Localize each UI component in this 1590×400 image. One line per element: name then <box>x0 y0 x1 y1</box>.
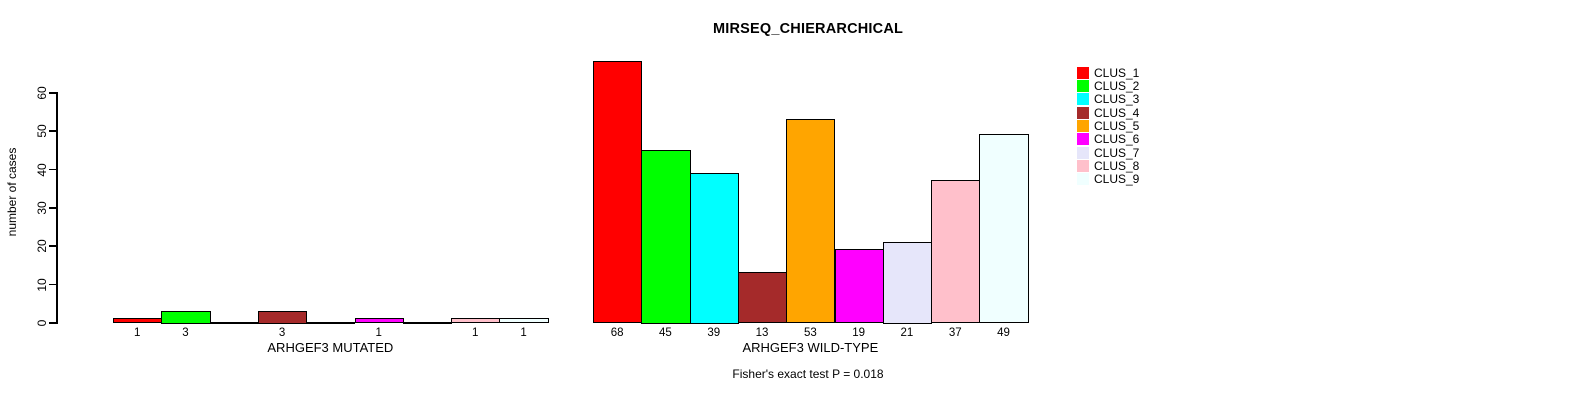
y-axis-tick-label: 50 <box>35 124 49 139</box>
legend-label: CLUS_2 <box>1094 78 1140 93</box>
legend-item-clus-2: CLUS_2 <box>1077 79 1139 92</box>
legend-label: CLUS_4 <box>1094 105 1140 120</box>
y-axis-tick-label: 0 <box>35 319 49 327</box>
bar-value-label: 68 <box>610 327 624 339</box>
y-axis-line <box>56 92 58 324</box>
legend-item-clus-3: CLUS_3 <box>1077 93 1139 106</box>
legend-label: CLUS_9 <box>1094 172 1140 187</box>
bar-value-label: 45 <box>659 327 672 339</box>
legend-label: CLUS_1 <box>1094 65 1140 80</box>
y-axis-tick-label: 10 <box>35 277 49 292</box>
bar-value-label: 19 <box>852 327 866 339</box>
y-axis-tick <box>49 168 56 171</box>
bar-arhgef3-wild-type-clus-8 <box>931 180 981 324</box>
legend-swatch-clus-2 <box>1077 79 1089 92</box>
bar-value-label: 1 <box>472 327 479 339</box>
legend-swatch-clus-5 <box>1077 119 1089 132</box>
bar-value-label: 3 <box>182 327 189 339</box>
bar-arhgef3-mutated-clus-1 <box>113 318 163 324</box>
bar-arhgef3-mutated-clus-9 <box>499 318 549 324</box>
bar-arhgef3-mutated-clus-6 <box>354 318 404 324</box>
legend-item-clus-5: CLUS_5 <box>1077 119 1139 132</box>
legend-swatch-clus-7 <box>1077 146 1089 159</box>
legend-swatch-clus-6 <box>1077 133 1089 146</box>
bar-value-label: 39 <box>707 327 721 339</box>
bar-arhgef3-wild-type-clus-9 <box>979 134 1029 324</box>
legend-item-clus-6: CLUS_6 <box>1077 133 1139 146</box>
bar-value-label: 3 <box>278 327 286 339</box>
bar-value-label: 37 <box>948 327 962 339</box>
bar-value-label: 21 <box>900 327 914 339</box>
y-axis-tick-label: 30 <box>35 201 49 215</box>
bar-value-label: 13 <box>755 327 769 339</box>
chart-title: MIRSEQ_CHIERARCHICAL <box>712 21 904 37</box>
x-group-label-arhgef3-wild-type: ARHGEF3 WILD-TYPE <box>742 340 879 355</box>
y-axis-tick <box>49 207 56 209</box>
bar-arhgef3-wild-type-clus-5 <box>786 118 836 324</box>
legend-item-clus-1: CLUS_1 <box>1077 66 1139 79</box>
y-axis-tick <box>49 245 56 247</box>
legend-label: CLUS_8 <box>1094 158 1140 173</box>
bar-value-label: 53 <box>803 327 817 339</box>
bar-zero-arhgef3-mutated-clus-5 <box>306 321 356 324</box>
bar-arhgef3-wild-type-clus-3 <box>689 172 739 324</box>
fisher-test-annotation: Fisher's exact test P = 0.018 <box>732 367 884 381</box>
bar-arhgef3-mutated-clus-2 <box>161 310 211 324</box>
y-axis-label: number of cases <box>5 147 19 237</box>
legend-item-clus-4: CLUS_4 <box>1077 106 1139 119</box>
y-axis-tick <box>49 322 56 324</box>
legend-swatch-clus-3 <box>1077 93 1089 106</box>
legend-swatch-clus-8 <box>1077 159 1089 172</box>
bar-arhgef3-mutated-clus-8 <box>451 318 501 324</box>
y-axis-tick <box>49 92 56 94</box>
legend-item-clus-9: CLUS_9 <box>1077 173 1139 186</box>
bar-zero-arhgef3-mutated-clus-3 <box>209 321 259 324</box>
legend-label: CLUS_6 <box>1094 132 1140 147</box>
legend-label: CLUS_7 <box>1094 145 1140 160</box>
legend-item-clus-8: CLUS_8 <box>1077 159 1139 172</box>
legend-item-clus-7: CLUS_7 <box>1077 146 1139 159</box>
y-axis-tick-label: 60 <box>35 86 49 100</box>
legend: CLUS_1 CLUS_2 CLUS_3 CLUS_4 CLUS_5 CLUS_6 CLUS… <box>1077 66 1139 186</box>
y-axis-tick <box>49 283 56 286</box>
y-axis-tick-label: 20 <box>35 239 49 254</box>
legend-swatch-clus-1 <box>1077 66 1089 79</box>
x-group-label-arhgef3-mutated: ARHGEF3 MUTATED <box>267 340 394 355</box>
bar-value-label: 49 <box>997 327 1010 339</box>
bar-arhgef3-wild-type-clus-7 <box>882 241 933 324</box>
bar-arhgef3-wild-type-clus-2 <box>641 149 691 324</box>
bar-arhgef3-wild-type-clus-1 <box>593 61 643 324</box>
bar-value-label: 1 <box>375 327 382 339</box>
bar-value-label: 1 <box>520 327 527 339</box>
y-axis-tick <box>49 130 56 132</box>
bar-zero-arhgef3-mutated-clus-7 <box>402 321 453 324</box>
y-axis-tick-label: 40 <box>35 162 49 177</box>
bar-arhgef3-wild-type-clus-6 <box>834 249 884 324</box>
bar-value-label: 1 <box>133 327 141 339</box>
bar-arhgef3-wild-type-clus-4 <box>737 272 788 324</box>
bar-arhgef3-mutated-clus-4 <box>257 310 308 324</box>
legend-swatch-clus-9 <box>1077 173 1089 186</box>
legend-swatch-clus-4 <box>1077 106 1089 119</box>
legend-label: CLUS_5 <box>1094 118 1140 133</box>
legend-label: CLUS_3 <box>1094 92 1140 107</box>
